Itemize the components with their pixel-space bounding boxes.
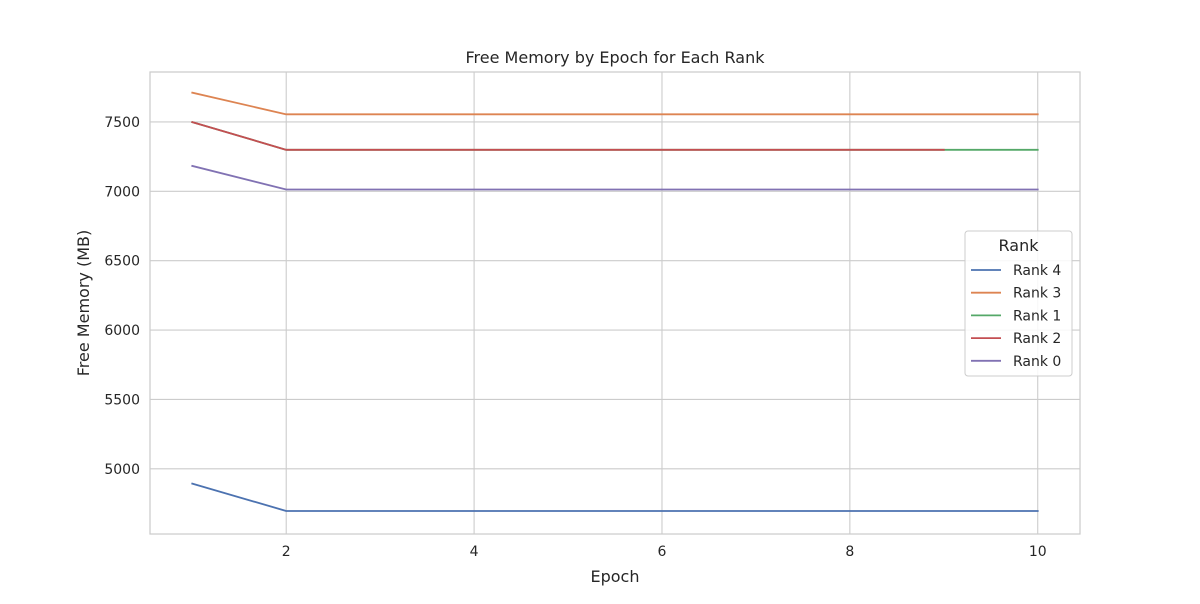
y-tick-label: 5500 — [104, 392, 140, 408]
x-tick-label: 2 — [282, 544, 291, 560]
x-tick-label: 4 — [470, 544, 479, 560]
legend-items: Rank 4 Rank 3 Rank 1 Rank 2 Rank 0 — [971, 263, 1061, 370]
series-line-rank-0 — [191, 164, 1039, 191]
x-tick-label: 8 — [845, 544, 854, 560]
series-line-rank-4 — [191, 482, 1039, 512]
legend-box — [964, 230, 1073, 377]
series-lines — [191, 91, 1039, 512]
y-tick-label: 6500 — [104, 254, 140, 270]
legend-label-rank-4: Rank 4 — [1013, 263, 1061, 279]
legend-label-rank-1: Rank 1 — [1013, 308, 1061, 324]
series-line-rank-1 — [191, 120, 1039, 151]
grid — [150, 72, 1080, 534]
y-tick-label: 7000 — [104, 184, 140, 200]
x-tick-label: 10 — [1029, 544, 1047, 560]
x-axis-label: Epoch — [591, 567, 640, 586]
x-tick-label: 6 — [658, 544, 667, 560]
y-tick-label: 6000 — [104, 323, 140, 339]
legend: Rank Rank 4 Rank 3 Rank 1 Rank 2 Rank 0 — [964, 230, 1073, 377]
tick-labels: 2 4 6 8 10 5000 5500 6000 6500 7000 7500 — [104, 115, 1046, 560]
legend-label-rank-3: Rank 3 — [1013, 286, 1061, 302]
chart-title: Free Memory by Epoch for Each Rank — [466, 48, 766, 67]
series-line-rank-3 — [191, 91, 1039, 116]
y-tick-label: 7500 — [104, 115, 140, 131]
legend-title: Rank — [999, 236, 1040, 255]
legend-label-rank-2: Rank 2 — [1013, 331, 1061, 347]
series-line-rank-2 — [191, 120, 945, 151]
y-tick-label: 5000 — [104, 462, 140, 478]
legend-label-rank-0: Rank 0 — [1013, 354, 1061, 370]
plot-frame — [149, 71, 1081, 535]
y-axis-label: Free Memory (MB) — [74, 230, 93, 376]
